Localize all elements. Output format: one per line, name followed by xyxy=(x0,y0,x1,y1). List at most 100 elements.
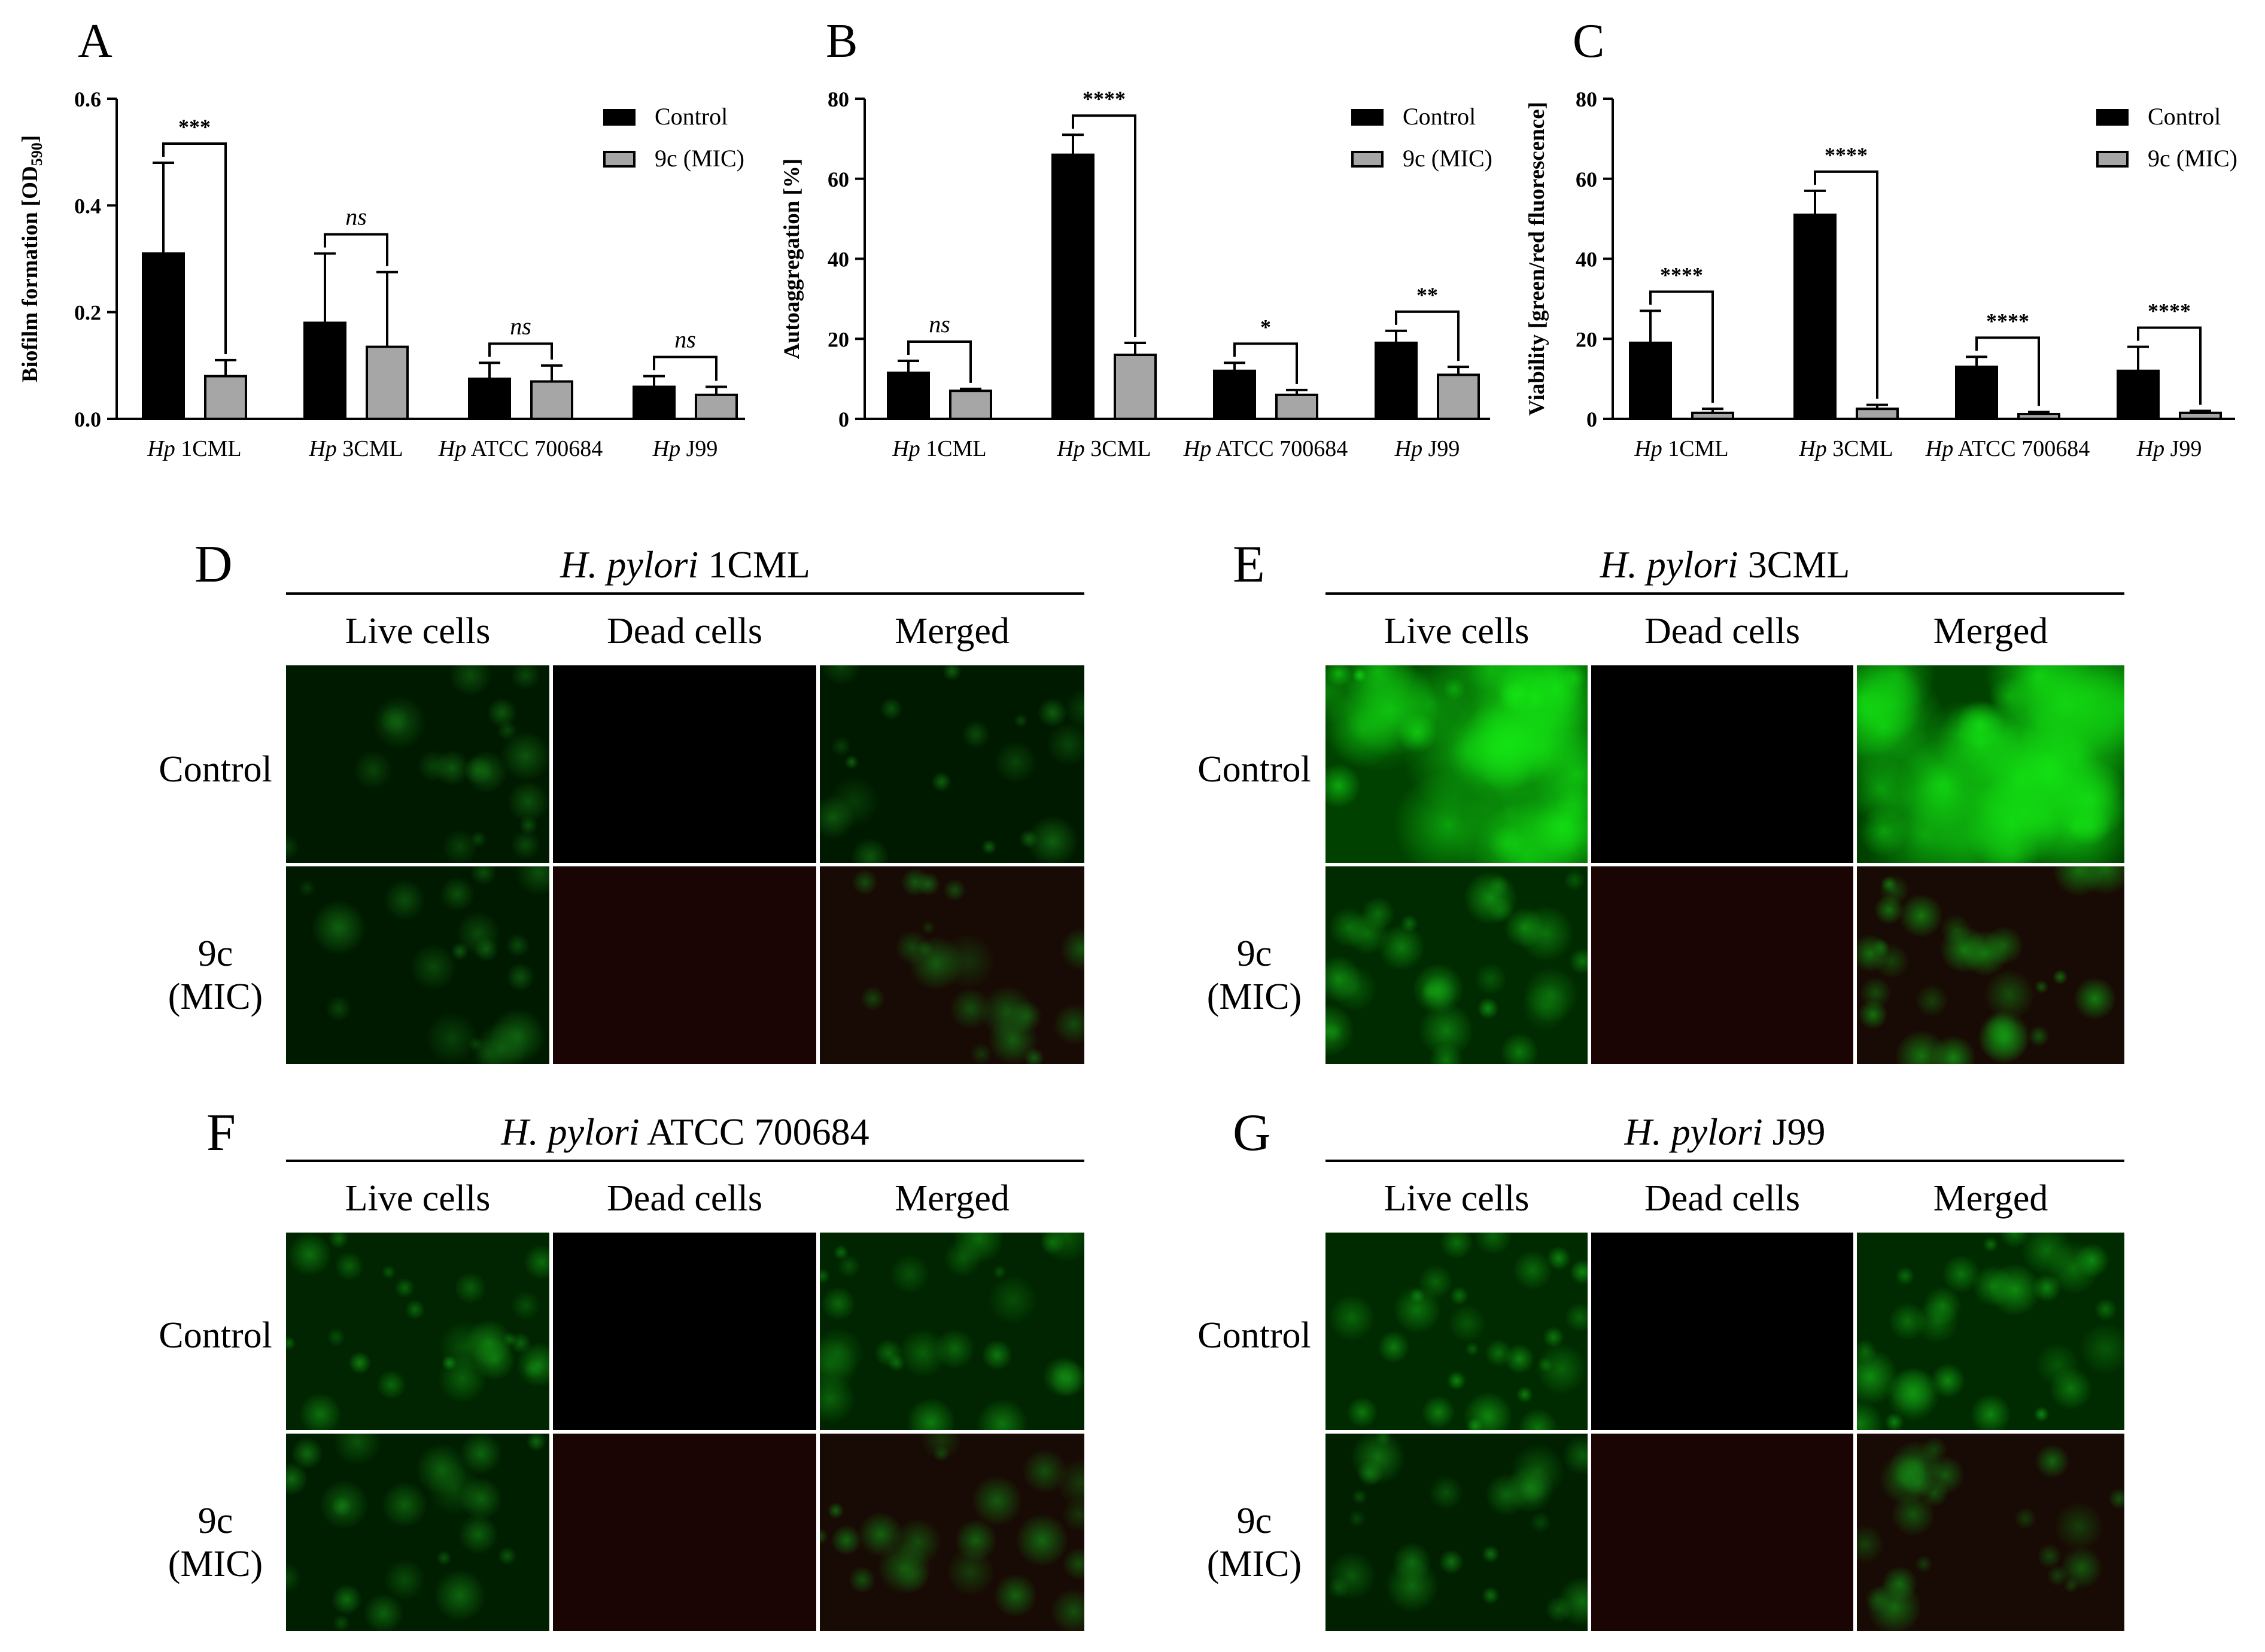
significance-label: **** xyxy=(1083,87,1126,111)
significance-bracket xyxy=(1072,114,1136,337)
micrograph-title-f: H. pylori ATCC 700684 xyxy=(286,1113,1084,1151)
species-name: H. pylori xyxy=(560,543,699,586)
micrograph-g-treated-merged xyxy=(1857,1434,2124,1631)
row-header-control: Control xyxy=(159,749,272,790)
bar xyxy=(530,380,573,420)
significance-label: **** xyxy=(2148,299,2191,323)
micrograph-e-treated-dead xyxy=(1591,866,1853,1064)
column-header-merged: Merged xyxy=(895,1178,1010,1219)
micrograph-title-g: H. pylori J99 xyxy=(1325,1113,2124,1151)
chart-c: C 0 20 40 60 80 Viability [green/red fluoresce… xyxy=(1525,15,2237,461)
y-tick-label: 0 xyxy=(1586,407,1597,431)
significance-label: ** xyxy=(1416,283,1438,307)
significance-label: ns xyxy=(345,203,367,230)
significance-bracket xyxy=(653,355,717,381)
y-tick-label: 80 xyxy=(828,87,849,111)
bar xyxy=(1793,213,1837,420)
legend-swatch xyxy=(603,151,636,168)
panel-letter-g: G xyxy=(1233,1104,1271,1162)
column-header-live: Live cells xyxy=(345,1178,491,1219)
column-header-live: Live cells xyxy=(345,611,491,652)
legend-label: 9c (MIC) xyxy=(2148,145,2237,172)
significance-bracket xyxy=(1233,342,1298,384)
significance-bracket xyxy=(907,340,972,383)
micrograph-e-control-merged xyxy=(1857,665,2124,863)
micrograph-title-d: H. pylori 1CML xyxy=(286,546,1084,584)
bar xyxy=(695,393,738,420)
bar xyxy=(1275,393,1318,420)
y-tick-label: 0.4 xyxy=(74,194,101,218)
significance-label: * xyxy=(1260,315,1271,339)
column-header-dead: Dead cells xyxy=(1644,611,1800,652)
significance-bracket xyxy=(1649,290,1714,403)
panel-letter: C xyxy=(1573,15,1604,68)
column-header-live: Live cells xyxy=(1384,1178,1530,1219)
y-axis-label: Autoaggregation [%] xyxy=(780,159,804,359)
significance-bracket xyxy=(2137,326,2202,405)
x-tick-label: Hp 1CML xyxy=(1634,436,1728,461)
row-header-treated-line2: (MIC) xyxy=(1206,1544,1302,1584)
y-axis-label: Biofilm formation [OD590] xyxy=(18,135,45,382)
micrograph-e-control-live xyxy=(1325,665,1588,863)
species-name: H. pylori xyxy=(1624,1111,1763,1153)
y-tick-label: 0 xyxy=(838,407,849,431)
x-tick-label: Hp ATCC 700684 xyxy=(1183,436,1348,461)
chart-a: A 0.0 0.2 0.4 0.6 Biofilm formation [OD590] **… xyxy=(18,15,745,461)
row-header-control: Control xyxy=(1197,1315,1311,1356)
micrograph-d-control-dead xyxy=(553,665,816,863)
significance-label: *** xyxy=(178,115,211,139)
x-tick-label: Hp 1CML xyxy=(892,436,986,461)
significance-label: ns xyxy=(510,312,531,339)
micrograph-f-treated-dead xyxy=(553,1434,816,1631)
column-header-dead: Dead cells xyxy=(607,611,762,652)
micrograph-g-treated-dead xyxy=(1591,1434,1853,1631)
micrograph-f-treated-live xyxy=(286,1434,549,1631)
legend-swatch xyxy=(1351,151,1384,168)
bar xyxy=(2017,412,2060,420)
legend-swatch xyxy=(2096,151,2129,168)
panel-letter: B xyxy=(826,15,858,68)
column-header-merged: Merged xyxy=(1933,611,2048,652)
legend-swatch xyxy=(603,109,636,126)
strain-name: ATCC 700684 xyxy=(646,1111,869,1153)
significance-bracket xyxy=(488,342,553,360)
y-tick-label: 40 xyxy=(1576,248,1597,272)
significance-label: ns xyxy=(929,311,950,337)
bar xyxy=(1955,366,1998,420)
bar xyxy=(142,252,185,420)
bar xyxy=(2179,411,2222,420)
y-tick-label: 0.6 xyxy=(74,87,101,111)
legend-label: 9c (MIC) xyxy=(1403,145,1492,172)
significance-label: **** xyxy=(1986,309,2029,333)
micrograph-g-control-dead xyxy=(1591,1233,1853,1430)
micrograph-f-control-dead xyxy=(553,1233,816,1430)
legend-label: Control xyxy=(1403,103,1476,130)
y-tick-label: 40 xyxy=(828,248,849,272)
row-header-control: Control xyxy=(1197,749,1311,790)
bar xyxy=(204,375,247,421)
column-header-dead: Dead cells xyxy=(1644,1178,1800,1219)
micrograph-e-treated-merged xyxy=(1857,866,2124,1064)
bar xyxy=(1629,341,1672,420)
significance-label: **** xyxy=(1825,143,1868,167)
significance-label: ns xyxy=(674,326,696,353)
row-header-treated-line1: 9c xyxy=(197,1501,233,1541)
column-header-dead: Dead cells xyxy=(607,1178,762,1219)
x-tick-label: Hp 3CML xyxy=(1798,436,1893,461)
legend-swatch xyxy=(2096,109,2129,126)
micrograph-g-control-merged xyxy=(1857,1233,2124,1430)
bar xyxy=(1213,369,1256,420)
row-header-treated-line1: 9c xyxy=(1236,1501,1272,1541)
title-rule-e xyxy=(1325,592,2124,595)
title-rule-d xyxy=(286,592,1084,595)
row-header-treated: 9c (MIC) xyxy=(147,932,284,1018)
strain-name: 1CML xyxy=(708,543,810,586)
row-header-treated-line2: (MIC) xyxy=(168,1544,263,1584)
micrograph-e-control-dead xyxy=(1591,665,1853,863)
bar xyxy=(949,390,992,420)
micrograph-g-control-live xyxy=(1325,1233,1588,1430)
strain-name: 3CML xyxy=(1747,543,1850,586)
column-header-live: Live cells xyxy=(1384,611,1530,652)
micrograph-f-control-live xyxy=(286,1233,549,1430)
x-tick-label: Hp ATCC 700684 xyxy=(1925,436,2090,461)
